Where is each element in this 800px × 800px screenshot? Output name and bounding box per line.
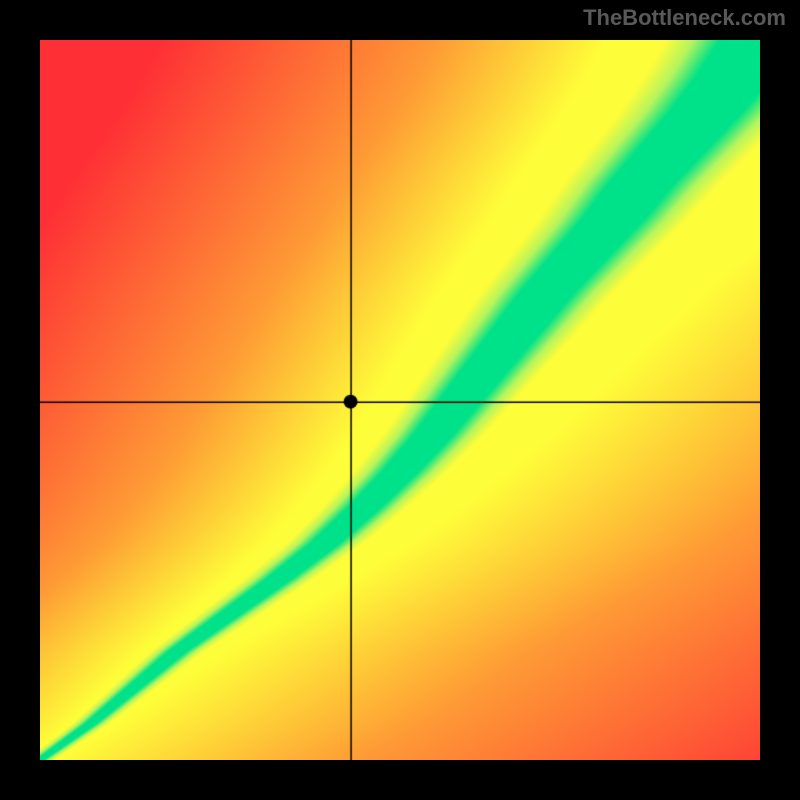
bottleneck-heatmap (40, 40, 760, 760)
watermark-text: TheBottleneck.com (583, 5, 786, 31)
chart-container: TheBottleneck.com (0, 0, 800, 800)
